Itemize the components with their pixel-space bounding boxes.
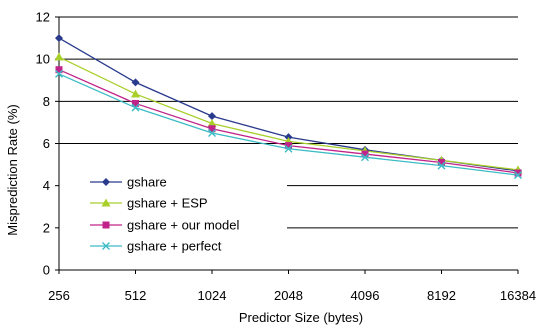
data-point (284, 144, 293, 153)
x-tick-label: 2048 (274, 288, 303, 303)
legend-item: gshare + our model (90, 218, 239, 233)
series-line (58, 69, 519, 174)
data-point (54, 52, 64, 61)
legend-marker (101, 198, 111, 207)
x-tick-label: 8192 (427, 288, 456, 303)
data-point (208, 128, 216, 137)
data-point (131, 78, 140, 87)
x-tick-label: 4096 (351, 288, 380, 303)
data-point (131, 103, 140, 112)
y-tick-label: 10 (36, 52, 50, 67)
data-point (438, 158, 445, 166)
y-tick-label: 0 (43, 263, 50, 278)
data-point (208, 125, 216, 133)
series-3 (55, 69, 522, 180)
data-point (55, 69, 63, 78)
series-line (58, 56, 519, 171)
legend: gshare gshare + ESP gshare + our model gsha… (90, 175, 239, 254)
data-point (55, 66, 63, 74)
data-point (207, 118, 217, 127)
series-line (58, 73, 519, 176)
legend-label: gshare + perfect (127, 239, 222, 254)
legend-item: gshare + perfect (90, 239, 222, 254)
data-point (514, 171, 522, 180)
series-1 (54, 52, 523, 174)
legend-marker (102, 242, 110, 250)
legend-label: gshare + ESP (127, 196, 208, 211)
data-point (55, 34, 63, 43)
y-tick-label: 4 (43, 178, 50, 193)
data-point (361, 150, 369, 158)
x-tick-label: 512 (125, 288, 147, 303)
y-tick-label: 2 (43, 220, 50, 235)
data-point (132, 99, 139, 107)
legend-label: gshare + our model (127, 218, 239, 233)
series-2 (55, 66, 522, 177)
legend-marker (102, 221, 110, 229)
legend-item: gshare (90, 175, 167, 190)
x-tick-labels: 256 512 1024 2048 4096 8192 16384 (48, 288, 536, 303)
data-point (514, 169, 522, 177)
y-tick-label: 6 (43, 136, 50, 151)
legend-marker (102, 178, 110, 186)
x-tick-label: 1024 (198, 288, 227, 303)
y-tick-labels: 0 2 4 6 8 10 12 (36, 10, 50, 278)
y-axis-title: Misprediction Rate (%) (5, 104, 20, 236)
series-group (54, 34, 523, 180)
series-0 (55, 34, 522, 175)
data-point (361, 153, 369, 162)
y-tick-label: 8 (43, 94, 50, 109)
data-point (285, 142, 292, 150)
data-point (208, 112, 216, 121)
x-tick-label: 256 (48, 288, 70, 303)
legend-label: gshare (127, 175, 167, 190)
data-point (437, 161, 446, 170)
x-tick-label: 16384 (500, 288, 536, 303)
y-tick-label: 12 (36, 10, 50, 25)
legend-item: gshare + ESP (90, 196, 208, 211)
data-point (131, 89, 140, 98)
x-axis-title: Predictor Size (bytes) (239, 310, 363, 325)
